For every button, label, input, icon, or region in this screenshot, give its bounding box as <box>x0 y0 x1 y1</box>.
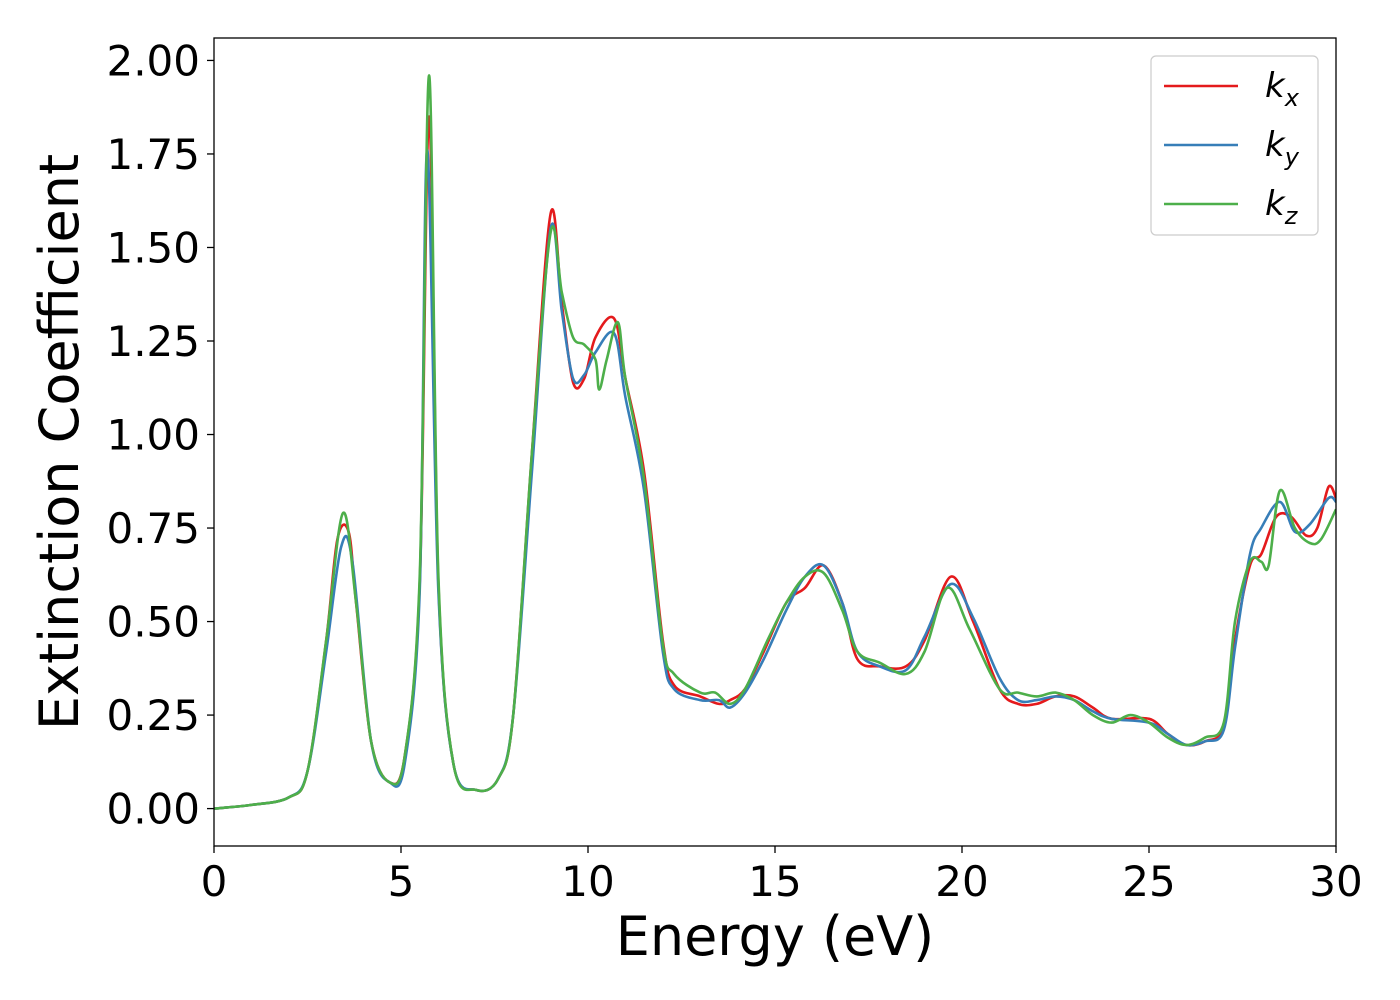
x-tick-label: 5 <box>388 857 415 906</box>
y-tick-label: 0.50 <box>106 598 200 647</box>
y-tick-label: 0.75 <box>106 504 200 553</box>
y-tick-label: 1.25 <box>106 317 200 366</box>
series-line-kz <box>214 74 1336 810</box>
x-axis-title: Energy (eV) <box>616 905 935 968</box>
y-tick-label: 1.50 <box>106 223 200 272</box>
x-tick-label: 15 <box>748 857 801 906</box>
plot-background <box>214 38 1336 846</box>
x-tick-label: 30 <box>1309 857 1362 906</box>
x-tick-label: 20 <box>935 857 988 906</box>
y-axis-title: Extinction Coefficient <box>28 154 91 730</box>
y-ticks: 0.00 0.25 0.50 0.75 1.00 1.25 1.50 1.75 2.00 <box>106 36 214 834</box>
y-tick-label: 1.75 <box>106 130 200 179</box>
x-tick-label: 25 <box>1122 857 1175 906</box>
y-tick-label: 0.25 <box>106 691 200 740</box>
y-tick-label: 0.00 <box>106 785 200 834</box>
x-tick-label: 10 <box>561 857 614 906</box>
series-group <box>214 74 1336 810</box>
x-ticks: 0 5 10 15 20 25 30 <box>201 846 1363 906</box>
y-tick-label: 2.00 <box>106 36 200 85</box>
y-tick-label: 1.00 <box>106 411 200 460</box>
x-tick-label: 0 <box>201 857 228 906</box>
legend-label-ky: ky <box>1265 125 1300 171</box>
plot-area <box>214 38 1336 846</box>
